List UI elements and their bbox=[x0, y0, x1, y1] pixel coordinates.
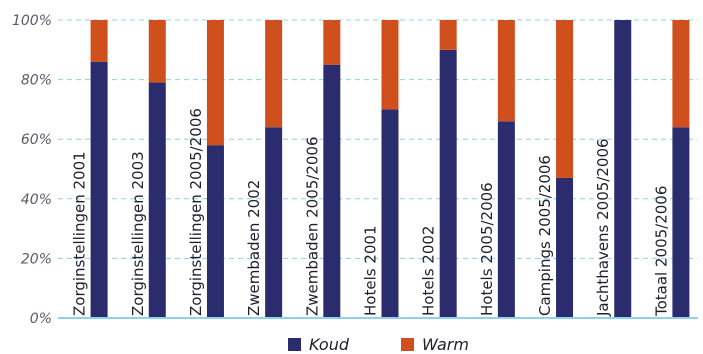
bar-koud bbox=[614, 20, 632, 318]
bar-koud bbox=[206, 145, 224, 318]
category-label: Hotels 2005/2006 bbox=[478, 182, 496, 316]
category-label: Zorginstellingen 2003 bbox=[129, 151, 147, 316]
bar-koud bbox=[90, 61, 108, 318]
legend-label-warm: Warm bbox=[422, 335, 469, 354]
bars bbox=[90, 20, 690, 319]
bar-warm bbox=[90, 20, 108, 62]
bar-koud bbox=[148, 82, 166, 318]
bar-koud bbox=[381, 109, 399, 319]
y-tick-label: 0% bbox=[30, 311, 52, 327]
bar-koud bbox=[439, 49, 457, 319]
gridlines bbox=[58, 19, 698, 259]
y-tick-label: 40% bbox=[21, 192, 52, 208]
category-label: Zwembaden 2005/2006 bbox=[303, 136, 321, 316]
legend-label-koud: Koud bbox=[309, 335, 350, 354]
y-tick-label: 60% bbox=[21, 132, 52, 148]
bar-koud bbox=[265, 127, 283, 318]
y-axis-ticks: 0% 20% 40% 60% 80% 100% bbox=[12, 13, 52, 327]
bar-koud bbox=[672, 127, 690, 318]
category-label: Campings 2005/2006 bbox=[536, 155, 554, 316]
y-tick-label: 20% bbox=[21, 251, 52, 267]
bar-koud bbox=[323, 64, 341, 318]
bar-koud bbox=[556, 177, 574, 318]
legend-swatch-koud bbox=[288, 338, 301, 351]
bar-warm bbox=[672, 20, 690, 128]
category-label: Jachthavens 2005/2006 bbox=[594, 138, 612, 317]
legend-swatch-warm bbox=[401, 338, 414, 351]
bar-warm bbox=[265, 20, 283, 128]
legend: Koud Warm bbox=[288, 335, 469, 354]
category-label: Hotels 2002 bbox=[420, 226, 438, 317]
y-tick-label: 80% bbox=[21, 73, 52, 89]
category-label: Zwembaden 2002 bbox=[245, 180, 263, 316]
category-label: Totaal 2005/2006 bbox=[652, 186, 670, 317]
bar-warm bbox=[439, 20, 457, 50]
bar-koud bbox=[497, 121, 515, 318]
category-labels: Zorginstellingen 2001 Zorginstellingen 20… bbox=[71, 108, 671, 317]
category-label: Zorginstellingen 2005/2006 bbox=[187, 108, 205, 316]
bar-warm bbox=[381, 20, 399, 110]
y-tick-label: 100% bbox=[12, 13, 52, 29]
category-label: Zorginstellingen 2001 bbox=[71, 151, 89, 316]
bar-warm bbox=[323, 20, 341, 65]
bar-warm bbox=[148, 20, 166, 83]
bar-warm bbox=[206, 20, 224, 146]
category-label: Hotels 2001 bbox=[362, 226, 380, 317]
bar-warm bbox=[497, 20, 515, 122]
bar-warm bbox=[556, 20, 574, 178]
